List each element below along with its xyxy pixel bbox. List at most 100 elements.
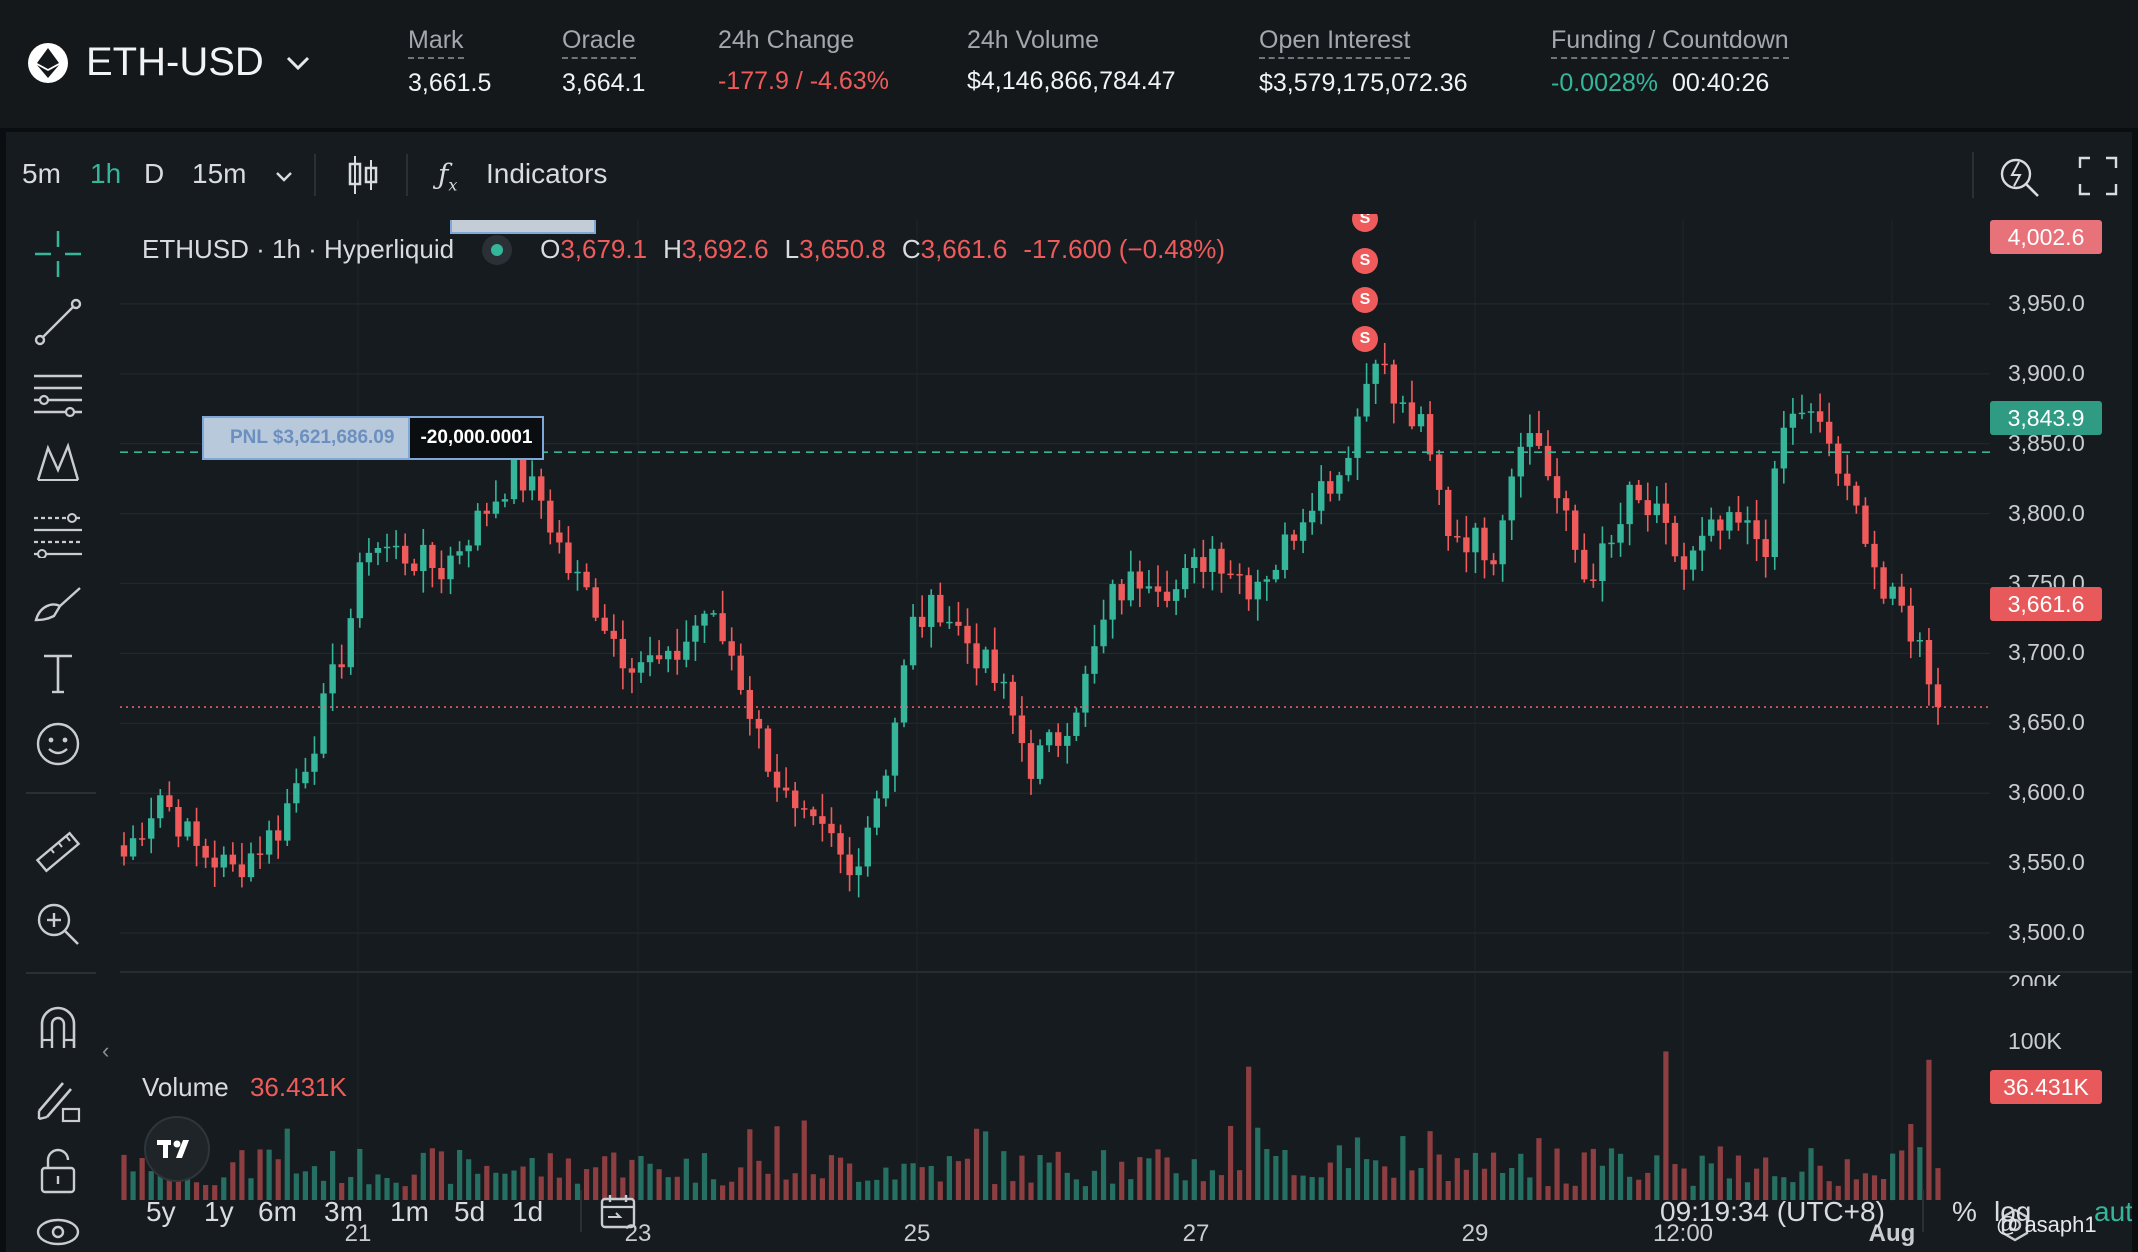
volume-bar <box>738 1167 744 1200</box>
candle-body <box>746 689 754 719</box>
sell-marker[interactable]: S <box>1352 326 1378 352</box>
sell-marker[interactable]: S <box>1352 248 1378 274</box>
volume-bar <box>1599 1165 1606 1200</box>
pnl-label: PNL $3,621,686.09 <box>204 418 409 458</box>
volume-bar <box>910 1163 916 1200</box>
log-toggle[interactable]: log <box>1994 1196 2032 1222</box>
volume-bar <box>783 1179 789 1200</box>
symbol-selector[interactable]: ETH-USD <box>28 40 314 85</box>
range-3m[interactable]: 3m <box>324 1196 363 1227</box>
candle-body <box>882 775 890 799</box>
price-chart[interactable]: ETHUSD · 1h · Hyperliquid O3,679.1 H3,69… <box>120 214 2132 1252</box>
ruler-icon[interactable] <box>30 824 86 880</box>
unlock-icon[interactable] <box>30 1144 86 1200</box>
volume-bar <box>293 1173 299 1200</box>
horizontal-lines-icon[interactable] <box>30 366 86 422</box>
eye-icon[interactable] <box>30 1210 86 1250</box>
candle-body <box>1390 364 1397 404</box>
range-1d[interactable]: 1d <box>512 1196 544 1227</box>
volume-bar <box>1654 1155 1660 1200</box>
candle-body <box>166 795 173 807</box>
interval-dropdown[interactable]: 15m <box>192 158 247 189</box>
volume-bar <box>1237 1170 1243 1200</box>
candle-body <box>1581 549 1588 580</box>
range-1y[interactable]: 1y <box>204 1196 234 1227</box>
volume-bar <box>1200 1181 1206 1200</box>
indicators-button[interactable]: Indicators <box>486 158 608 189</box>
volume-bar <box>1472 1152 1479 1200</box>
trend-line-icon[interactable] <box>30 294 86 350</box>
candle-body <box>329 664 336 694</box>
candle-body <box>265 830 273 855</box>
volume-bar <box>1100 1150 1107 1200</box>
volume-bar <box>946 1156 952 1200</box>
clock-display[interactable]: 09:19:34 (UTC+8) <box>1660 1196 1885 1227</box>
interval-d[interactable]: D <box>144 158 165 189</box>
stat-label[interactable]: Mark <box>408 26 464 59</box>
range-6m[interactable]: 6m <box>258 1196 297 1227</box>
quick-search-icon[interactable] <box>1998 154 2042 198</box>
zoom-in-icon[interactable] <box>30 896 86 952</box>
candle-body <box>982 649 989 669</box>
range-1m[interactable]: 1m <box>390 1196 429 1227</box>
chevron-down-icon[interactable] <box>274 170 294 184</box>
interval-5m[interactable]: 5m <box>22 158 61 189</box>
volume-bar <box>1282 1149 1288 1200</box>
price-tick-label: 3,500.0 <box>2008 919 2085 946</box>
tradingview-logo-icon[interactable] <box>144 1116 210 1182</box>
candle-body <box>1272 569 1280 580</box>
candle-body <box>928 594 935 627</box>
candle-body <box>501 499 509 502</box>
candle-body <box>256 853 264 855</box>
volume-bar <box>1418 1168 1424 1200</box>
volume-bar <box>1754 1168 1760 1200</box>
volume-bar <box>1781 1177 1787 1200</box>
candle-body <box>1327 481 1334 494</box>
candles-icon[interactable] <box>346 154 380 196</box>
volume-bar <box>330 1150 336 1200</box>
candle-body <box>1553 476 1561 499</box>
sell-marker[interactable]: S <box>1352 214 1378 232</box>
price-tag-entry: 3,843.9 <box>1990 401 2102 435</box>
brush-icon[interactable] <box>30 576 86 632</box>
candle-body <box>311 753 318 772</box>
candle-body <box>583 571 590 588</box>
fx-icon[interactable]: ƒx <box>438 158 458 195</box>
settings-gear-icon[interactable] <box>1998 1208 2032 1242</box>
text-tool-icon[interactable] <box>30 646 86 702</box>
candle-body <box>1490 560 1497 565</box>
low-label: L <box>784 234 800 264</box>
lock-pencil-icon[interactable] <box>30 1072 86 1128</box>
go-to-date-icon[interactable] <box>598 1192 638 1232</box>
volume-bar <box>1817 1165 1823 1200</box>
fullscreen-icon[interactable] <box>2078 156 2118 196</box>
collapse-toolbar-icon[interactable]: ‹ <box>102 1038 110 1063</box>
candle-body <box>1363 383 1370 417</box>
fib-retracement-icon[interactable] <box>30 506 86 562</box>
volume-bar <box>1073 1179 1079 1200</box>
percent-toggle[interactable]: % <box>1952 1196 1977 1227</box>
stat-label[interactable]: Funding / Countdown <box>1551 26 1789 59</box>
volume-tick-label: 100K <box>2008 1028 2062 1054</box>
position-label[interactable]: PNL $3,621,686.09 -20,000.0001 <box>202 416 545 460</box>
range-5y[interactable]: 5y <box>146 1196 176 1227</box>
candle-body <box>547 500 554 533</box>
stat-label[interactable]: Open Interest <box>1259 26 1411 59</box>
candle-body <box>755 718 763 729</box>
time-tick-label: Aug <box>1868 1220 1916 1247</box>
chart-canvas[interactable] <box>120 220 2132 1252</box>
sell-marker[interactable]: S <box>1352 287 1378 313</box>
auto-toggle[interactable]: auto <box>2094 1196 2132 1227</box>
candle-body <box>1825 421 1833 444</box>
interval-1h[interactable]: 1h <box>90 158 122 189</box>
magnet-icon[interactable] <box>30 1000 86 1056</box>
stat-label[interactable]: Oracle <box>562 26 636 59</box>
candle-body <box>1717 519 1724 531</box>
stat-value: $4,146,866,784.47 <box>967 67 1176 95</box>
candle-body <box>1789 413 1797 428</box>
range-5d[interactable]: 5d <box>454 1196 486 1227</box>
emoji-icon[interactable] <box>30 716 86 772</box>
crosshair-icon[interactable] <box>30 226 86 282</box>
pattern-icon[interactable] <box>30 436 86 492</box>
volume-bar <box>1862 1173 1869 1200</box>
